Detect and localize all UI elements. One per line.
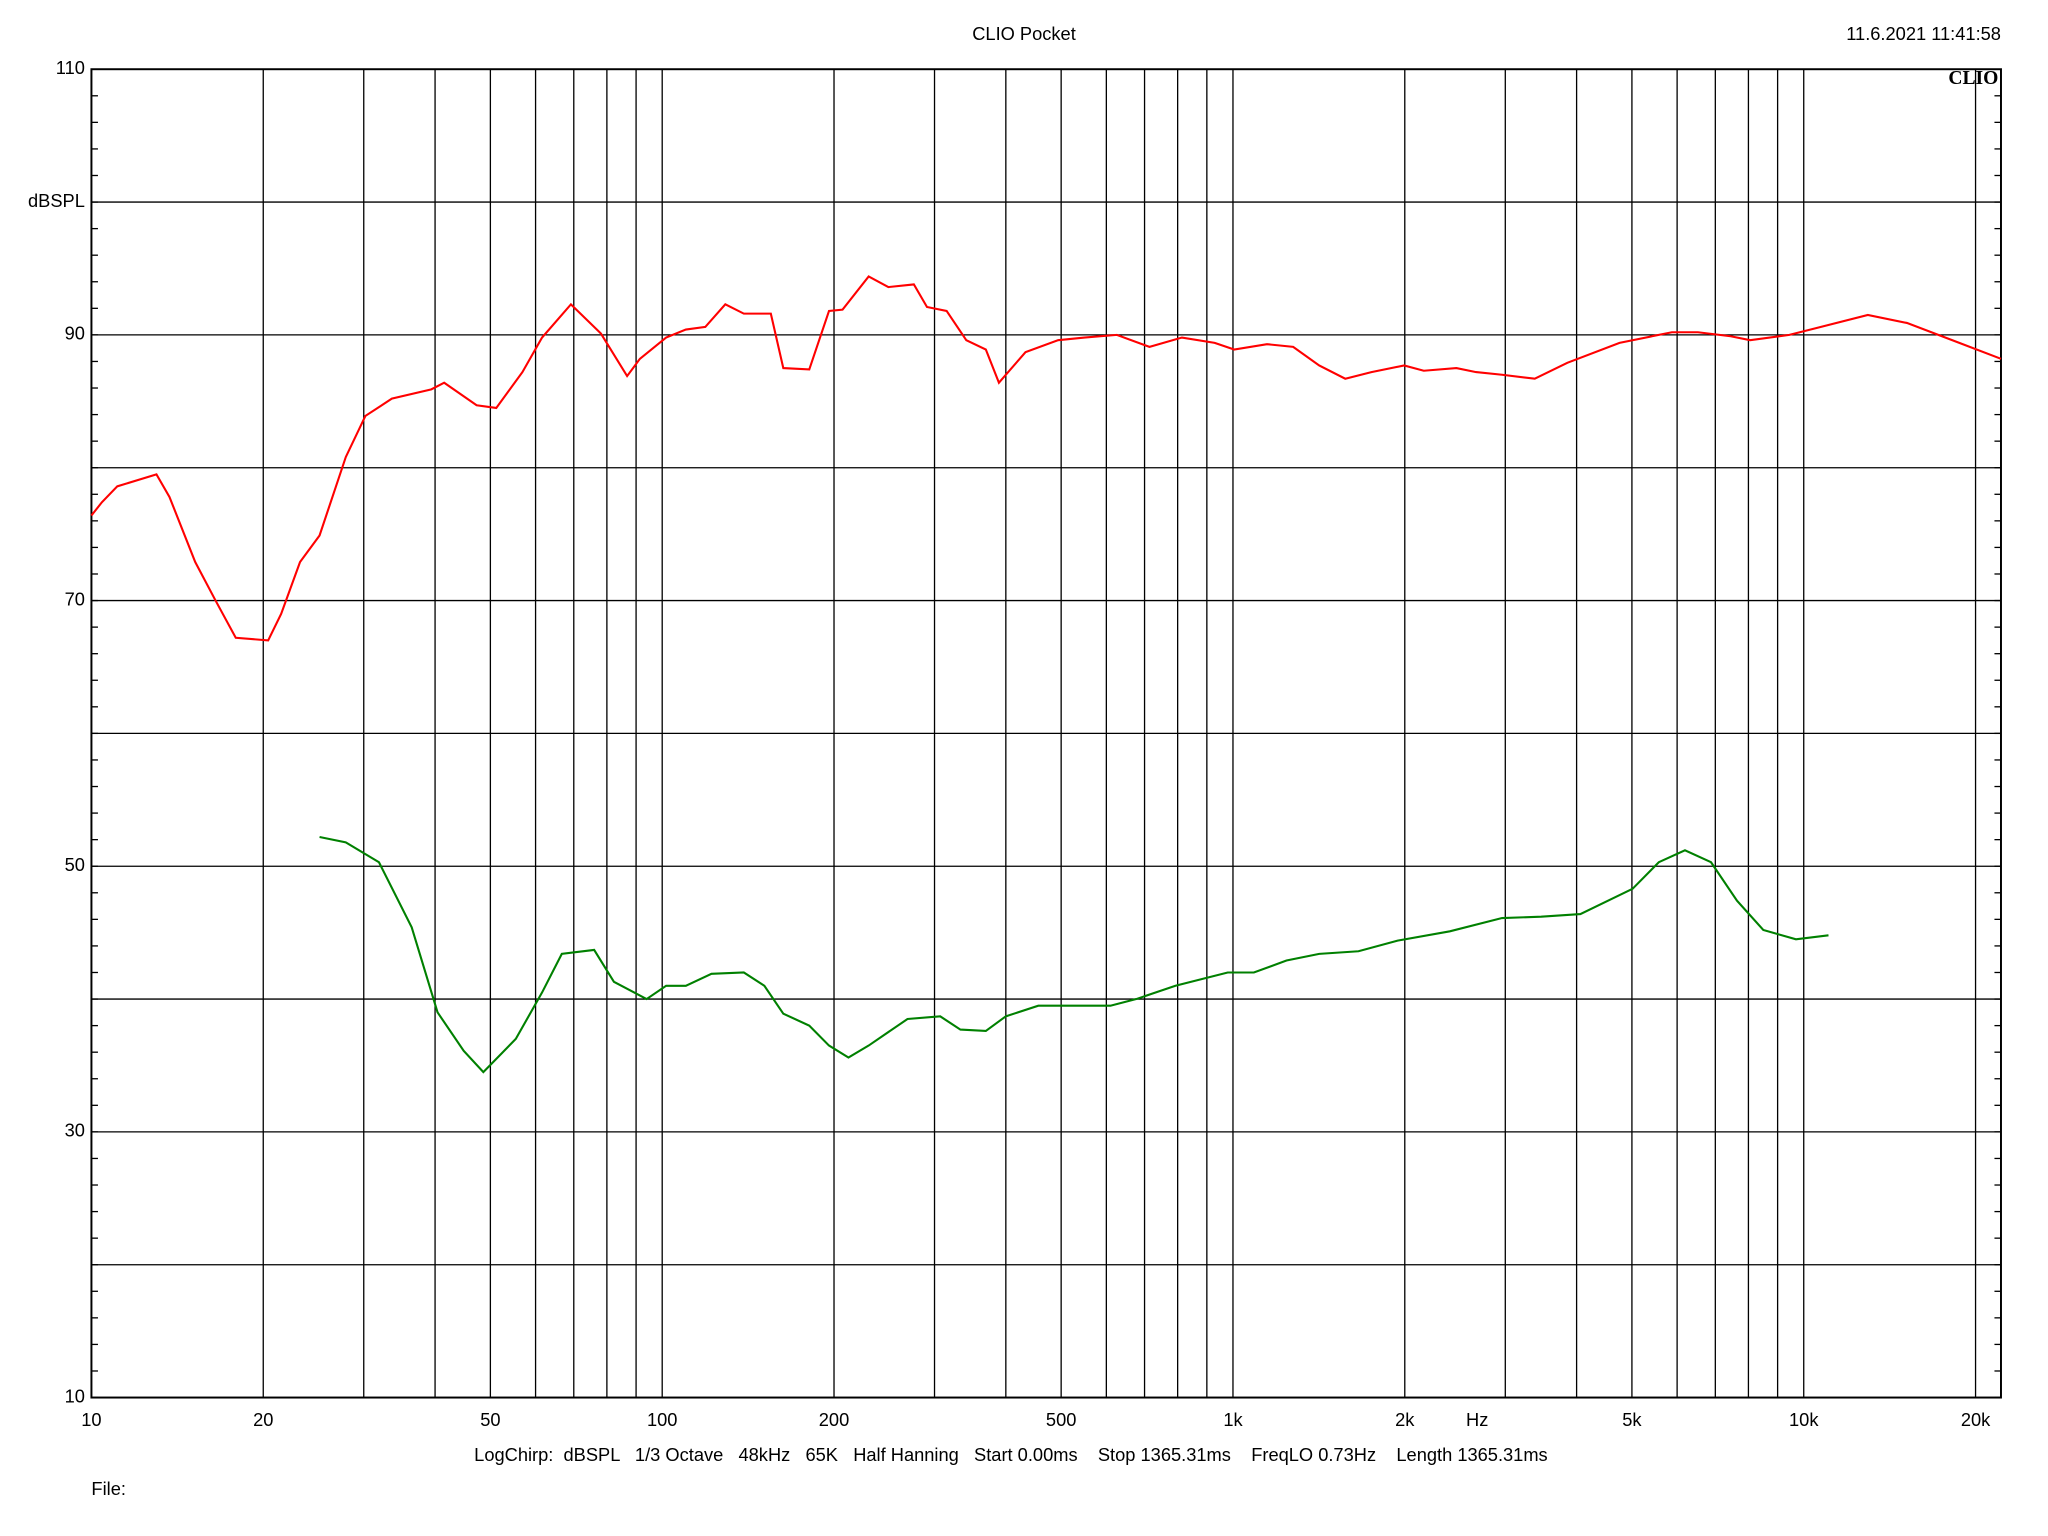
- y-tick-label: 110: [56, 57, 85, 78]
- x-tick-label: 1k: [1223, 1409, 1243, 1430]
- y-tick-label: 10: [65, 1385, 85, 1406]
- x-axis-label: Hz: [1466, 1409, 1488, 1430]
- x-tick-label: 5k: [1622, 1409, 1642, 1430]
- x-tick-label: 20: [253, 1409, 273, 1430]
- y-tick-label: 90: [65, 323, 85, 344]
- y-tick-label: 30: [65, 1120, 85, 1141]
- y-tick-label: 70: [65, 588, 85, 609]
- y-tick-label: 50: [65, 854, 85, 875]
- x-tick-label: 2k: [1395, 1409, 1415, 1430]
- data-line: [90, 275, 2002, 642]
- timestamp: 11.6.2021 11:41:58: [1846, 23, 2001, 44]
- logo: CLIO: [1948, 68, 1998, 89]
- x-tick-label: 20k: [1961, 1409, 1991, 1430]
- x-tick-label: 200: [819, 1409, 849, 1430]
- x-tick-label: 10: [81, 1409, 101, 1430]
- chart-title: CLIO Pocket: [972, 23, 1076, 44]
- x-tick-label: 50: [480, 1409, 500, 1430]
- x-tick-label: 10k: [1789, 1409, 1819, 1430]
- y-axis-label: dBSPL: [28, 190, 85, 211]
- x-tick-label: 100: [647, 1409, 677, 1430]
- data-line: [319, 835, 1829, 1074]
- footer: LogChirp: dBSPL 1/3 Octave 48kHz 65K Hal…: [474, 1444, 1548, 1465]
- file-label: File:: [91, 1478, 126, 1499]
- x-tick-label: 500: [1046, 1409, 1076, 1430]
